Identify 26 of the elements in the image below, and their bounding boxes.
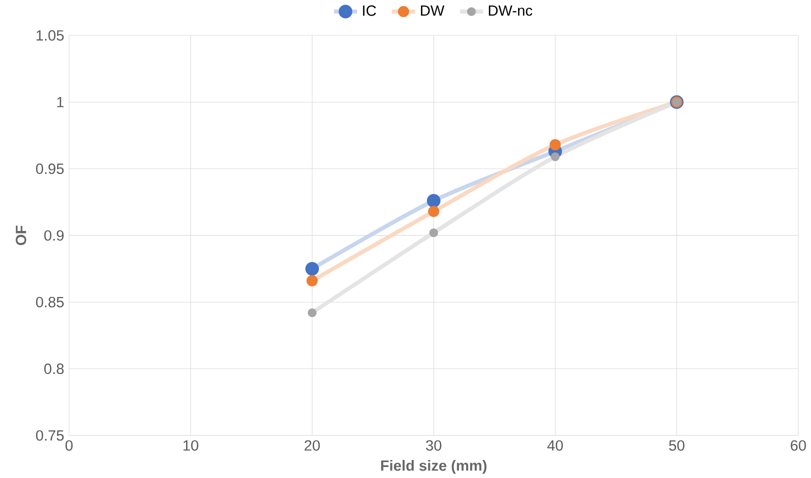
point [426,194,440,208]
x-tick-label: 60 [790,440,806,451]
x-tick-label: 20 [304,440,320,451]
x-tick-label: 40 [547,440,563,451]
y-tick-label: 0.9 [44,230,64,241]
point [305,262,319,276]
y-tick-label: 1.05 [36,30,64,41]
y-tick-label: 0.75 [36,430,64,441]
x-tick-label: 50 [669,440,684,451]
x-tick-label: 10 [183,440,198,451]
y-tick-label: 1 [57,96,64,108]
x-tick-label: 30 [426,440,442,451]
x-tick-label: 0 [66,440,73,451]
point [550,139,561,150]
y-tick-label: 0.85 [36,296,64,308]
point [428,206,440,217]
legend-label: DW-nc [488,5,532,16]
legend-label: IC [363,5,376,16]
point [308,308,317,318]
y-tick-label: 0.95 [36,163,64,174]
legend-label: DW [420,5,444,16]
x-axis-title: Field size (mm) [381,460,486,474]
y-axis-title: OF [16,226,26,245]
y-tick-label: 0.8 [44,363,64,374]
point [429,228,438,238]
point [306,275,318,286]
